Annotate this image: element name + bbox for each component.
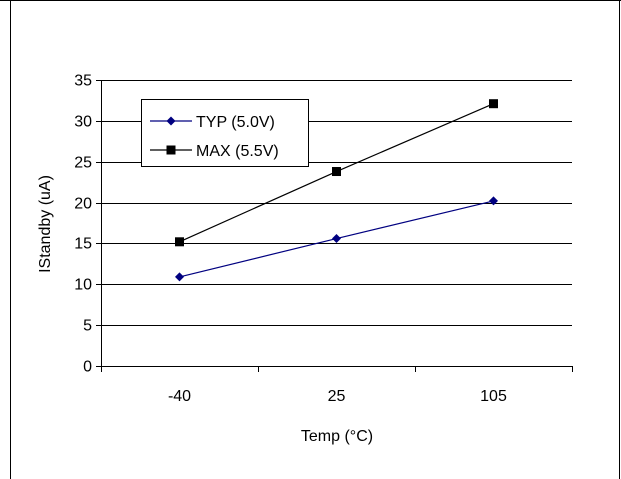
y-tick-label-15: 15: [74, 236, 92, 253]
x-tick-labels: -40 25 105: [168, 388, 507, 405]
x-tick-label-105: 105: [480, 388, 507, 405]
y-tick-labels: 0 5 10 15 20 25 30 35: [74, 73, 92, 376]
series-markers: [175, 99, 498, 282]
legend-label-max: MAX (5.5V): [196, 143, 279, 160]
y-tick-label-35: 35: [74, 73, 92, 90]
data-point-max--40: [175, 237, 184, 247]
legend-marker-max: [166, 145, 176, 155]
data-point-max-105: [489, 99, 498, 109]
legend-box: [141, 99, 309, 167]
y-axis-label: IStandby (uA): [37, 175, 54, 273]
legend-label-typ: TYP (5.0V): [196, 114, 275, 131]
x-axis-label: Temp (°C): [301, 428, 373, 445]
x-tick-label-25: 25: [328, 388, 346, 405]
data-point-max-25: [332, 167, 341, 177]
axes: [96, 80, 573, 372]
x-tick-label--40: -40: [168, 388, 191, 405]
legend: TYP (5.0V) MAX (5.5V): [141, 99, 309, 167]
data-point-typ-105: [489, 196, 498, 206]
data-point-typ--40: [175, 272, 184, 282]
legend-items: TYP (5.0V) MAX (5.5V): [150, 114, 279, 160]
data-point-typ-25: [332, 234, 341, 244]
y-tick-label-20: 20: [74, 196, 92, 213]
y-tick-label-0: 0: [83, 359, 92, 376]
y-tick-label-5: 5: [83, 318, 92, 335]
y-tick-label-10: 10: [74, 277, 92, 294]
y-tick-label-25: 25: [74, 155, 92, 172]
legend-marker-typ: [166, 116, 176, 126]
y-tick-label-30: 30: [74, 114, 92, 131]
